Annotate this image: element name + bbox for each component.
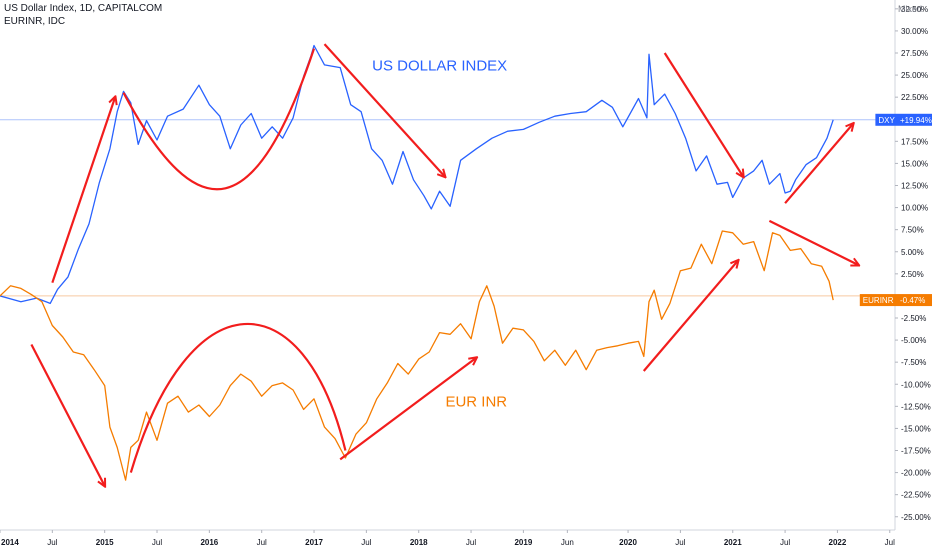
x-tick-label: Jul: [885, 538, 895, 547]
y-tick-label: -20.00%: [901, 469, 931, 478]
eurinr-series-line: [0, 230, 834, 481]
y-tick-label: -5.00%: [901, 336, 926, 345]
dxy-series-line: [0, 44, 834, 305]
y-tick-label: 10.00%: [901, 204, 928, 213]
y-tick-label: 32.50%: [901, 5, 928, 14]
y-tick-label: 12.50%: [901, 182, 928, 191]
y-tick-label: -12.50%: [901, 402, 931, 411]
x-tick-label: 2021: [724, 538, 742, 547]
x-tick-label: 2016: [200, 538, 218, 547]
x-tick-label: Jul: [152, 538, 162, 547]
y-tick-label: -10.00%: [901, 380, 931, 389]
eurinr-symbol-tag-label: EURINR: [863, 296, 894, 305]
y-tick-label: 30.00%: [901, 27, 928, 36]
cycle-curve-2: [129, 322, 347, 473]
x-tick-label: 2014: [1, 538, 19, 547]
x-tick-label: Jul: [361, 538, 371, 547]
dxy-symbol-tag: [875, 113, 897, 126]
y-tick-label: 2.50%: [901, 270, 924, 279]
trend-arrow-6: [642, 261, 738, 372]
y-tick-label: -15.00%: [901, 424, 931, 433]
trend-arrow-8: [768, 219, 858, 265]
trend-arrow-7: [784, 124, 853, 204]
compare-symbol-label: EURINR, IDC: [4, 16, 66, 27]
x-tick-label: 2015: [96, 538, 114, 547]
trend-arrow-4: [339, 358, 476, 461]
y-tick-label: -25.00%: [901, 513, 931, 522]
cycle-curve-1: [122, 48, 316, 191]
y-tick-label: -22.50%: [901, 491, 931, 500]
x-tick-label: 2020: [619, 538, 637, 547]
annotation-label-1: US DOLLAR INDEX: [372, 58, 507, 75]
trend-arrow-1: [51, 97, 115, 284]
y-tick-label: 15.00%: [901, 159, 928, 168]
y-tick-label: -2.50%: [901, 314, 926, 323]
y-tick-label: -17.50%: [901, 447, 931, 456]
dxy-symbol-tag-label: DXY: [878, 116, 895, 125]
dxy-value-tag-label: +19.94%: [900, 116, 932, 125]
x-tick-label: Jul: [780, 538, 790, 547]
y-tick-label: 5.00%: [901, 248, 924, 257]
trend-arrow-5: [663, 52, 744, 177]
x-tick-label: 2017: [305, 538, 323, 547]
x-tick-label: Jul: [257, 538, 267, 547]
x-tick-label: Jul: [47, 538, 57, 547]
x-tick-label: Jul: [466, 538, 476, 547]
dxy-value-tag: [897, 113, 932, 126]
x-tick-label: Jul: [675, 538, 685, 547]
eurinr-symbol-tag: [859, 294, 897, 307]
annotation-label-2: EUR INR: [445, 393, 507, 410]
y-tick-label: 17.50%: [901, 137, 928, 146]
chart-title: US Dollar Index, 1D, CAPITALCOM: [4, 3, 163, 14]
x-tick-label: 2019: [514, 538, 532, 547]
y-tick-label: 27.50%: [901, 49, 928, 58]
y-tick-label: -7.50%: [901, 358, 926, 367]
y-tick-label: 7.50%: [901, 226, 924, 235]
eurinr-value-tag-label: -0.47%: [900, 296, 925, 305]
eurinr-value-tag: [897, 294, 932, 307]
x-tick-label: 2022: [829, 538, 847, 547]
y-tick-label: 22.50%: [901, 93, 928, 102]
trend-arrow-2: [30, 343, 104, 486]
x-tick-label: 2018: [410, 538, 428, 547]
trend-arrow-3: [323, 43, 445, 177]
x-tick-label: Jun: [561, 538, 574, 547]
y-tick-label: 25.00%: [901, 71, 928, 80]
scale-mode-label[interactable]: Mixed: [897, 4, 922, 14]
